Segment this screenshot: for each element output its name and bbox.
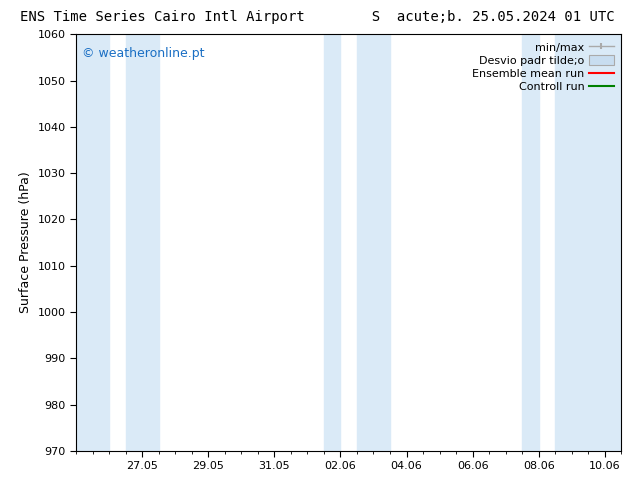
Text: © weatheronline.pt: © weatheronline.pt [82,47,204,60]
Text: ENS Time Series Cairo Intl Airport        S  acute;b. 25.05.2024 01 UTC: ENS Time Series Cairo Intl Airport S acu… [20,10,614,24]
Bar [522,34,539,451]
Bar [357,34,390,451]
Bar [126,34,158,451]
Bar [555,34,621,451]
Y-axis label: Surface Pressure (hPa): Surface Pressure (hPa) [19,172,32,314]
Bar [324,34,340,451]
Legend: min/max, Desvio padr tilde;o, Ensemble mean run, Controll run: min/max, Desvio padr tilde;o, Ensemble m… [470,40,616,95]
Bar [76,34,109,451]
